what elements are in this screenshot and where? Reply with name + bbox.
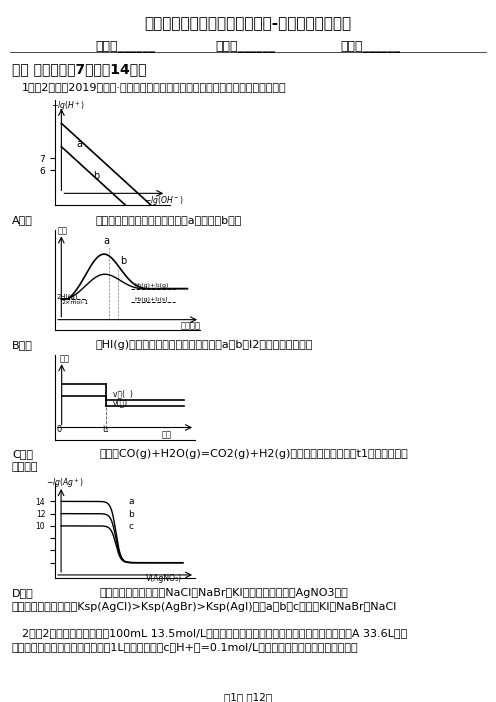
Text: 是相同浓度相同体积的NaCl、NaBr及KI溶液分别用等浓度AgNO3溶液: 是相同浓度相同体积的NaCl、NaBr及KI溶液分别用等浓度AgNO3溶液 [100,588,349,598]
Text: 能量: 能量 [58,227,67,235]
Text: 班级：______: 班级：______ [215,40,275,53]
Text: 是HI(g)分解能量与反应进程关系曲线，a、b中I2依次为固态、气态: 是HI(g)分解能量与反应进程关系曲线，a、b中I2依次为固态、气态 [95,340,312,350]
Text: v(逆): v(逆) [113,398,128,407]
Text: 是反应CO(g)+H2O(g)=CO2(g)+H2(g)的速率与时间的关系，t1时改变条件是: 是反应CO(g)+H2O(g)=CO2(g)+H2(g)的速率与时间的关系，t1… [100,449,409,459]
Text: v正(  ): v正( ) [113,389,132,398]
Text: 2×mol-1: 2×mol-1 [62,300,88,305]
Text: b: b [121,256,127,267]
Text: 时间: 时间 [162,430,172,439]
Text: 成绩：______: 成绩：______ [340,40,400,53]
Text: 准状况），将反应后的溶液稀释至1L，测得溶液中c（H+）=0.1mol/L，则下列叙述中错误的是（　　）: 准状况），将反应后的溶液稀释至1L，测得溶液中c（H+）=0.1mol/L，则下… [12,642,359,652]
Text: 1．（2分）（2019高二下·盐城期末）根据下列图示所得出的结论正确的是（　　）: 1．（2分）（2019高二下·盐城期末）根据下列图示所得出的结论正确的是（ ） [22,82,287,92]
Text: 第1页 共12页: 第1页 共12页 [224,692,272,702]
Text: 速率: 速率 [60,355,69,363]
Text: H₂(g)+I₂(g): H₂(g)+I₂(g) [134,283,169,289]
Text: 的滴定曲线，若已知：Ksp(AgCl)>Ksp(AgBr)>Ksp(AgI)，则a、b、c依次是KI、NaBr和NaCl: 的滴定曲线，若已知：Ksp(AgCl)>Ksp(AgBr)>Ksp(AgI)，则… [12,602,397,612]
Text: b: b [128,510,134,519]
Text: 反应进程: 反应进程 [181,321,201,330]
Text: 姓名：______: 姓名：______ [95,40,155,53]
Text: D．图: D．图 [12,588,34,598]
Text: H₂(g)+I₂(s): H₂(g)+I₂(s) [134,297,168,302]
Text: C．图: C．图 [12,449,33,459]
Text: V(AgNO₃): V(AgNO₃) [146,574,183,583]
Text: 是水的电离与温度的关系曲线，a的温度比b的高: 是水的电离与温度的关系曲线，a的温度比b的高 [95,215,242,225]
Text: 2．（2分）将一定量的铝与100mL 13.5mol/L的浓硫酸充分反应后，待完全溶解，同时生成气体A 33.6L（标: 2．（2分）将一定量的铝与100mL 13.5mol/L的浓硫酸充分反应后，待完… [22,628,407,638]
Text: $-lg(H^+)$: $-lg(H^+)$ [51,100,85,113]
Text: 2HI(g): 2HI(g) [56,293,78,300]
Text: B．图: B．图 [12,340,33,350]
Text: 减小压强: 减小压强 [12,462,39,472]
Text: $-lg(OH^-)$: $-lg(OH^-)$ [144,194,185,206]
Text: 0: 0 [57,425,62,435]
Text: 一、 单选题（共7题；共14分）: 一、 单选题（共7题；共14分） [12,62,146,76]
Text: $-lg(Ag^+)$: $-lg(Ag^+)$ [47,477,84,490]
Text: a: a [103,236,109,246]
Text: 四川省凉山彝族自治州高三理综-化学三模考试试卷: 四川省凉山彝族自治州高三理综-化学三模考试试卷 [144,16,352,31]
Text: a: a [77,139,83,149]
Text: A．图: A．图 [12,215,33,225]
Text: a: a [128,498,133,506]
Text: b: b [93,171,100,181]
Text: t₁: t₁ [103,425,110,435]
Text: c: c [128,522,133,531]
